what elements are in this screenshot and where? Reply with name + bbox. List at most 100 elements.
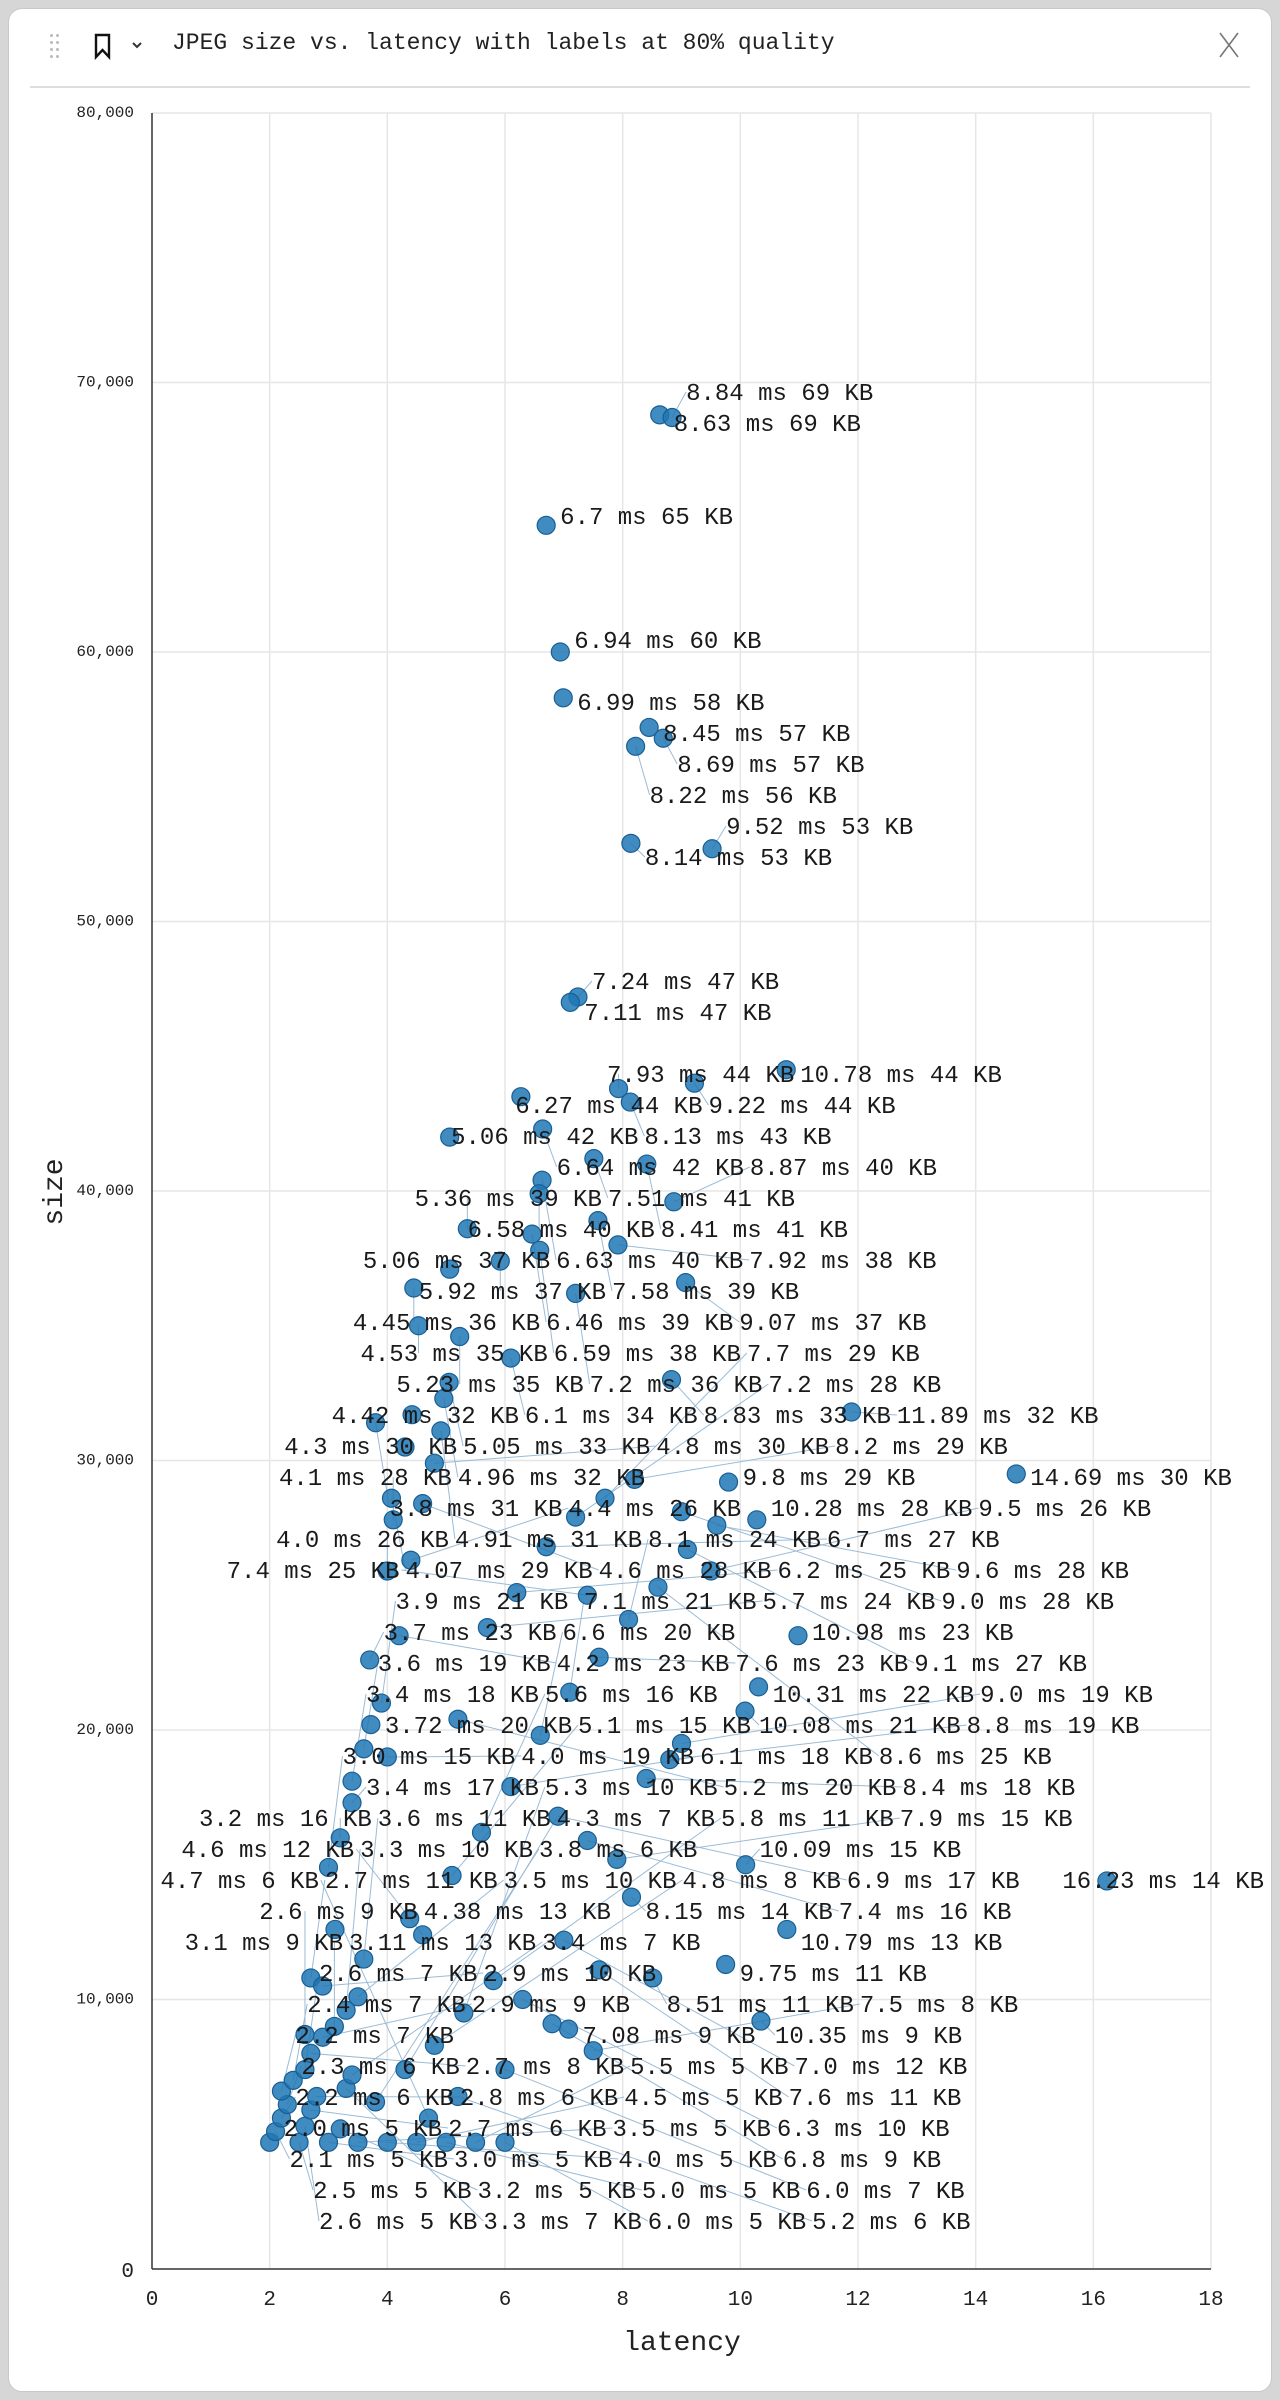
label-leader-line bbox=[375, 1848, 540, 2103]
data-point bbox=[607, 1849, 627, 1869]
data-point bbox=[1006, 1464, 1026, 1484]
data-point bbox=[465, 2132, 486, 2152]
chevron-down-icon[interactable] bbox=[130, 34, 144, 58]
data-point bbox=[788, 1626, 808, 1646]
data-point-label: 8.84 ms 69 KB bbox=[686, 381, 873, 408]
label-leader-line bbox=[710, 1507, 979, 1572]
label-leader-line bbox=[617, 1244, 750, 1261]
label-leader-line bbox=[320, 1879, 429, 2119]
data-point bbox=[588, 1211, 608, 1231]
x-axis-title: latency bbox=[623, 2328, 741, 2359]
grid bbox=[152, 112, 1212, 2269]
drag-handle-icon[interactable] bbox=[50, 34, 62, 60]
data-point-label: 3.8 ms 31 KB bbox=[390, 1497, 563, 1524]
data-point-label: 7.6 ms 11 KB bbox=[789, 2086, 962, 2113]
label-leader-line bbox=[646, 1778, 903, 1788]
data-point-label: 8.13 ms 43 KB bbox=[644, 1125, 831, 1152]
data-point-label: 2.2 ms 7 KB bbox=[295, 2024, 453, 2051]
label-leader-line bbox=[457, 1718, 724, 1788]
data-point-label: 5.36 ms 39 KB bbox=[415, 1187, 602, 1214]
data-point-label: 6.46 ms 39 KB bbox=[546, 1311, 733, 1338]
data-point-label: 5.8 ms 11 KB bbox=[721, 1807, 894, 1834]
data-point bbox=[295, 2024, 315, 2045]
data-point-label: 7.92 ms 38 KB bbox=[749, 1249, 936, 1276]
data-point-label: 9.0 ms 19 KB bbox=[980, 1683, 1153, 1710]
label-leader-line bbox=[357, 2127, 613, 2143]
data-point-label: 4.4 ms 26 KB bbox=[568, 1497, 741, 1524]
data-point-label: 4.07 ms 29 KB bbox=[405, 1559, 592, 1586]
data-point bbox=[354, 1739, 374, 1759]
data-point-label: 8.15 ms 14 KB bbox=[645, 1900, 832, 1927]
data-point-label: 10.98 ms 23 KB bbox=[812, 1621, 1014, 1648]
data-point-label: 9.07 ms 37 KB bbox=[739, 1311, 926, 1338]
data-point-label: 7.6 ms 23 KB bbox=[735, 1652, 908, 1679]
data-point-label: 2.4 ms 7 KB bbox=[307, 1993, 465, 2020]
data-point-label: 5.05 ms 33 KB bbox=[463, 1435, 650, 1462]
data-point-label: 10.31 ms 22 KB bbox=[773, 1683, 975, 1710]
bookmark-icon[interactable] bbox=[92, 32, 114, 60]
label-leader-line bbox=[539, 1631, 563, 1736]
label-leader-line bbox=[669, 1724, 967, 1761]
label-leader-line bbox=[328, 1755, 343, 1868]
data-point bbox=[662, 407, 682, 428]
data-point-label: 6.63 ms 40 KB bbox=[556, 1249, 743, 1276]
data-point-label: 4.2 ms 23 KB bbox=[557, 1652, 730, 1679]
chart-header: JPEG size vs. latency with labels at 80%… bbox=[0, 0, 1280, 88]
data-point-label: 3.11 ms 13 KB bbox=[349, 1931, 536, 1958]
label-leader-line bbox=[539, 1250, 555, 1354]
data-point-label: 8.41 ms 41 KB bbox=[661, 1218, 848, 1245]
data-point-label: 3.3 ms 7 KB bbox=[483, 2210, 641, 2237]
data-point bbox=[330, 2119, 350, 2139]
data-point-label: 2.0 ms 5 KB bbox=[284, 2117, 442, 2144]
data-point-label: 4.91 ms 31 KB bbox=[455, 1528, 642, 1555]
label-leader-line bbox=[351, 1693, 367, 1782]
points-layer bbox=[260, 405, 1117, 2152]
data-point bbox=[621, 833, 641, 853]
header-divider bbox=[30, 86, 1250, 88]
data-point-label: 2.9 ms 10 KB bbox=[483, 1962, 656, 1989]
data-point-label: 2.2 ms 6 KB bbox=[295, 2086, 453, 2113]
data-point-label: 6.58 ms 40 KB bbox=[468, 1218, 655, 1245]
label-leader-line bbox=[310, 1879, 326, 1979]
data-point bbox=[371, 1693, 392, 1713]
data-point-label: 4.0 ms 19 KB bbox=[521, 1745, 694, 1772]
data-point bbox=[383, 1510, 403, 1530]
close-icon[interactable] bbox=[1216, 30, 1242, 60]
label-leader-line bbox=[504, 2141, 649, 2222]
data-point bbox=[530, 1725, 550, 1745]
data-point-label: 5.7 ms 24 KB bbox=[763, 1590, 936, 1617]
data-point bbox=[401, 1550, 421, 1570]
data-point bbox=[648, 1577, 668, 1597]
data-point bbox=[440, 1127, 460, 1147]
data-point-label: 2.3 ms 6 KB bbox=[301, 2055, 459, 2082]
data-point bbox=[661, 1370, 682, 1390]
data-point bbox=[589, 1647, 609, 1667]
label-leader-line bbox=[597, 1220, 613, 1292]
data-point bbox=[448, 2086, 468, 2107]
data-point bbox=[554, 1930, 574, 1950]
data-point-label: 9.5 ms 26 KB bbox=[978, 1497, 1151, 1524]
data-point bbox=[413, 1925, 433, 1945]
data-point-label: 4.0 ms 26 KB bbox=[276, 1528, 449, 1555]
data-point bbox=[342, 2065, 362, 2085]
data-point bbox=[348, 1987, 368, 2007]
data-point bbox=[577, 1585, 597, 1605]
x-tick-label: 12 bbox=[845, 2289, 870, 2312]
data-point bbox=[735, 1701, 755, 1721]
label-leader-line bbox=[434, 1445, 657, 1464]
data-point bbox=[501, 1348, 521, 1368]
data-point bbox=[736, 1855, 756, 1875]
data-point-label: 5.2 ms 20 KB bbox=[724, 1776, 897, 1803]
data-point bbox=[620, 1092, 640, 1112]
data-point bbox=[718, 1472, 739, 1492]
label-leader-line bbox=[434, 1879, 683, 2046]
data-point-label: 8.69 ms 57 KB bbox=[677, 753, 864, 780]
data-point-label: 5.5 ms 5 KB bbox=[630, 2055, 788, 2082]
y-tick-label: 80,000 bbox=[76, 104, 134, 122]
data-point bbox=[483, 1971, 503, 1991]
data-point bbox=[442, 1865, 462, 1886]
data-point bbox=[490, 1251, 510, 1271]
data-point bbox=[271, 2081, 292, 2101]
data-point bbox=[354, 1949, 374, 1969]
